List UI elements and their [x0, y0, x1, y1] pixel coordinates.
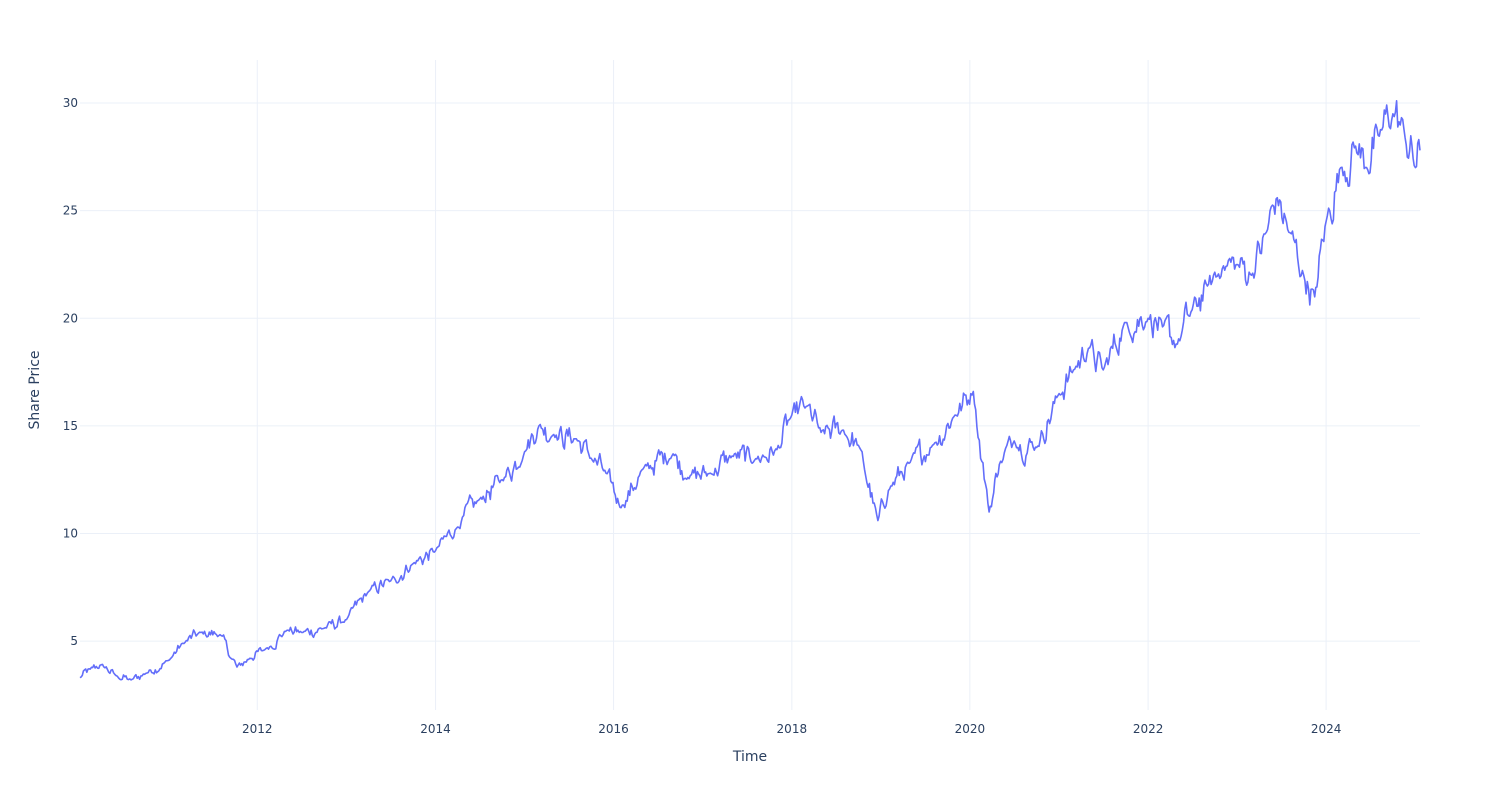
y-tick-labels: 5 10 15 20 25 30	[63, 96, 78, 648]
y-tick-label: 25	[63, 204, 78, 218]
x-tick-label: 2024	[1311, 722, 1342, 736]
y-gridlines	[80, 102, 1420, 642]
y-tick-label: 20	[63, 311, 78, 325]
x-tick-label: 2012	[242, 722, 273, 736]
x-tick-label: 2016	[598, 722, 629, 736]
x-tick-label: 2022	[1133, 722, 1164, 736]
y-tick-label: 10	[63, 527, 78, 541]
series-group	[79, 100, 1421, 681]
y-tick-label: 30	[63, 96, 78, 110]
y-tick-label: 15	[63, 419, 78, 433]
x-axis-title: Time	[732, 749, 767, 765]
series-line	[79, 100, 1421, 681]
x-tick-label: 2018	[777, 722, 808, 736]
x-tick-label: 2020	[955, 722, 986, 736]
y-tick-label: 5	[70, 634, 78, 648]
y-axis-title: Share Price	[27, 350, 43, 429]
x-tick-label: 2014	[420, 722, 451, 736]
x-gridlines	[256, 60, 1327, 710]
x-tick-labels: 2012 2014 2016 2018 2020 2022 2024	[242, 722, 1341, 736]
